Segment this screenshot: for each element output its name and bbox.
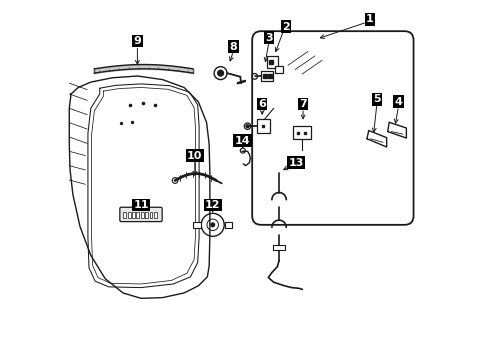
Bar (267, 56, 278, 68)
Bar (141, 212, 144, 218)
Text: 5: 5 (373, 94, 381, 104)
Bar (132, 212, 135, 218)
Circle shape (218, 70, 223, 76)
Bar (275, 66, 283, 73)
Text: 10: 10 (187, 150, 202, 161)
Circle shape (246, 125, 249, 128)
Text: 8: 8 (230, 42, 237, 51)
Bar (224, 222, 232, 228)
Text: 4: 4 (394, 97, 402, 107)
Circle shape (211, 223, 215, 226)
Bar (128, 212, 131, 218)
Bar (145, 212, 148, 218)
Text: 6: 6 (258, 99, 266, 109)
Bar (257, 119, 270, 134)
Text: 3: 3 (265, 33, 273, 42)
Bar (154, 212, 157, 218)
Bar (137, 212, 139, 218)
Text: 14: 14 (235, 136, 250, 145)
Text: 13: 13 (288, 158, 304, 168)
Bar (293, 126, 311, 139)
Bar (149, 212, 152, 218)
Bar (193, 222, 201, 228)
FancyBboxPatch shape (120, 207, 162, 222)
Bar (273, 244, 285, 250)
FancyBboxPatch shape (252, 31, 414, 225)
Text: 11: 11 (133, 200, 149, 210)
Text: 9: 9 (133, 36, 141, 46)
Bar (123, 212, 126, 218)
Text: 2: 2 (282, 22, 290, 32)
Text: 12: 12 (205, 200, 220, 210)
Text: 7: 7 (299, 99, 307, 109)
Bar (261, 71, 273, 81)
Text: 1: 1 (366, 14, 374, 24)
